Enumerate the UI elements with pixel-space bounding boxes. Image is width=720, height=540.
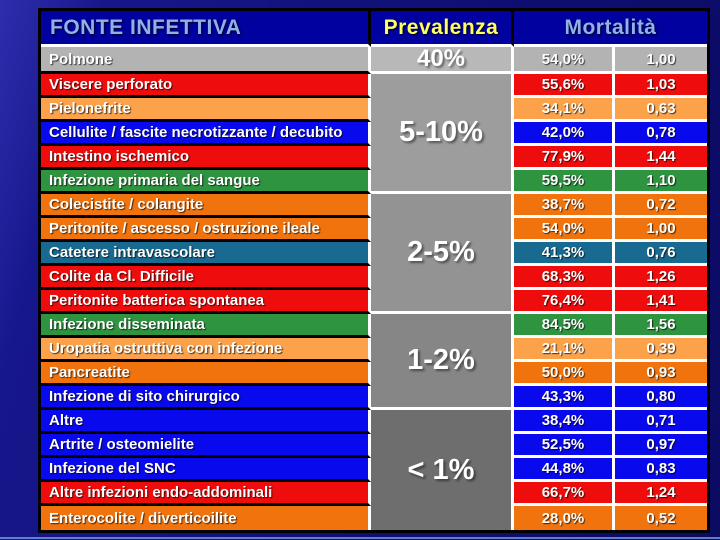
prevalence-group-cell: < 1% — [371, 410, 514, 530]
source-cell: Infezione primaria del sangue — [41, 170, 371, 194]
mortality-pct-cell: 34,1% — [514, 98, 615, 122]
column-header-mortality: Mortalità — [514, 11, 707, 47]
mortality-pct-cell: 28,0% — [514, 506, 615, 530]
prevalence-group-cell: 2-5% — [371, 194, 514, 314]
mortality-ratio-cell: 1,26 — [615, 266, 707, 290]
mortality-ratio-cell: 0,83 — [615, 458, 707, 482]
mortality-ratio-cell: 1,03 — [615, 74, 707, 98]
source-cell: Viscere perforato — [41, 74, 371, 98]
mortality-ratio-cell: 1,00 — [615, 47, 707, 74]
mortality-ratio-cell: 0,76 — [615, 242, 707, 266]
source-cell: Altre — [41, 410, 371, 434]
mortality-pct-cell: 68,3% — [514, 266, 615, 290]
mortality-ratio-cell: 0,97 — [615, 434, 707, 458]
source-cell: Colite da Cl. Difficile — [41, 266, 371, 290]
mortality-ratio-cell: 0,63 — [615, 98, 707, 122]
source-cell: Cellulite / fascite necrotizzante / decu… — [41, 122, 371, 146]
mortality-pct-cell: 41,3% — [514, 242, 615, 266]
source-cell: Pancreatite — [41, 362, 371, 386]
mortality-ratio-cell: 1,41 — [615, 290, 707, 314]
mortality-ratio-cell: 0,52 — [615, 506, 707, 530]
mortality-pct-cell: 43,3% — [514, 386, 615, 410]
source-cell: Peritonite batterica spontanea — [41, 290, 371, 314]
mortality-pct-cell: 42,0% — [514, 122, 615, 146]
infection-source-table: FONTE INFETTIVA Prevalenza Mortalità 40%… — [38, 8, 710, 533]
source-cell: Polmone — [41, 47, 371, 74]
mortality-ratio-cell: 1,44 — [615, 146, 707, 170]
mortality-ratio-cell: 1,10 — [615, 170, 707, 194]
source-cell: Infezione disseminata — [41, 314, 371, 338]
mortality-pct-cell: 38,7% — [514, 194, 615, 218]
source-cell: Enterocolite / diverticoilite — [41, 506, 371, 530]
mortality-pct-cell: 54,0% — [514, 47, 615, 74]
mortality-pct-cell: 52,5% — [514, 434, 615, 458]
mortality-pct-cell: 44,8% — [514, 458, 615, 482]
column-header-prevalence: Prevalenza — [371, 11, 514, 47]
mortality-ratio-cell: 0,93 — [615, 362, 707, 386]
mortality-pct-cell: 38,4% — [514, 410, 615, 434]
mortality-pct-cell: 77,9% — [514, 146, 615, 170]
mortality-ratio-cell: 0,72 — [615, 194, 707, 218]
mortality-ratio-cell: 1,24 — [615, 482, 707, 506]
source-cell: Intestino ischemico — [41, 146, 371, 170]
source-cell: Catetere intravascolare — [41, 242, 371, 266]
source-cell: Artrite / osteomielite — [41, 434, 371, 458]
prevalence-group-cell: 40% — [371, 47, 514, 74]
source-cell: Colecistite / colangite — [41, 194, 371, 218]
source-cell: Peritonite / ascesso / ostruzione ileale — [41, 218, 371, 242]
mortality-ratio-cell: 0,39 — [615, 338, 707, 362]
mortality-ratio-cell: 0,71 — [615, 410, 707, 434]
mortality-ratio-cell: 1,00 — [615, 218, 707, 242]
source-cell: Uropatia ostruttiva con infezione — [41, 338, 371, 362]
mortality-pct-cell: 50,0% — [514, 362, 615, 386]
mortality-pct-cell: 21,1% — [514, 338, 615, 362]
source-cell: Pielonefrite — [41, 98, 371, 122]
mortality-ratio-cell: 0,80 — [615, 386, 707, 410]
mortality-pct-cell: 84,5% — [514, 314, 615, 338]
mortality-ratio-cell: 1,56 — [615, 314, 707, 338]
mortality-pct-cell: 59,5% — [514, 170, 615, 194]
prevalence-group-cell: 5-10% — [371, 74, 514, 194]
mortality-pct-cell: 66,7% — [514, 482, 615, 506]
mortality-ratio-cell: 0,78 — [615, 122, 707, 146]
source-cell: Infezione del SNC — [41, 458, 371, 482]
source-cell: Infezione di sito chirurgico — [41, 386, 371, 410]
slide-bottom-accent-line — [0, 537, 720, 539]
mortality-pct-cell: 54,0% — [514, 218, 615, 242]
mortality-pct-cell: 55,6% — [514, 74, 615, 98]
mortality-pct-cell: 76,4% — [514, 290, 615, 314]
source-cell: Altre infezioni endo-addominali — [41, 482, 371, 506]
prevalence-group-cell: 1-2% — [371, 314, 514, 410]
column-header-source: FONTE INFETTIVA — [41, 11, 371, 47]
